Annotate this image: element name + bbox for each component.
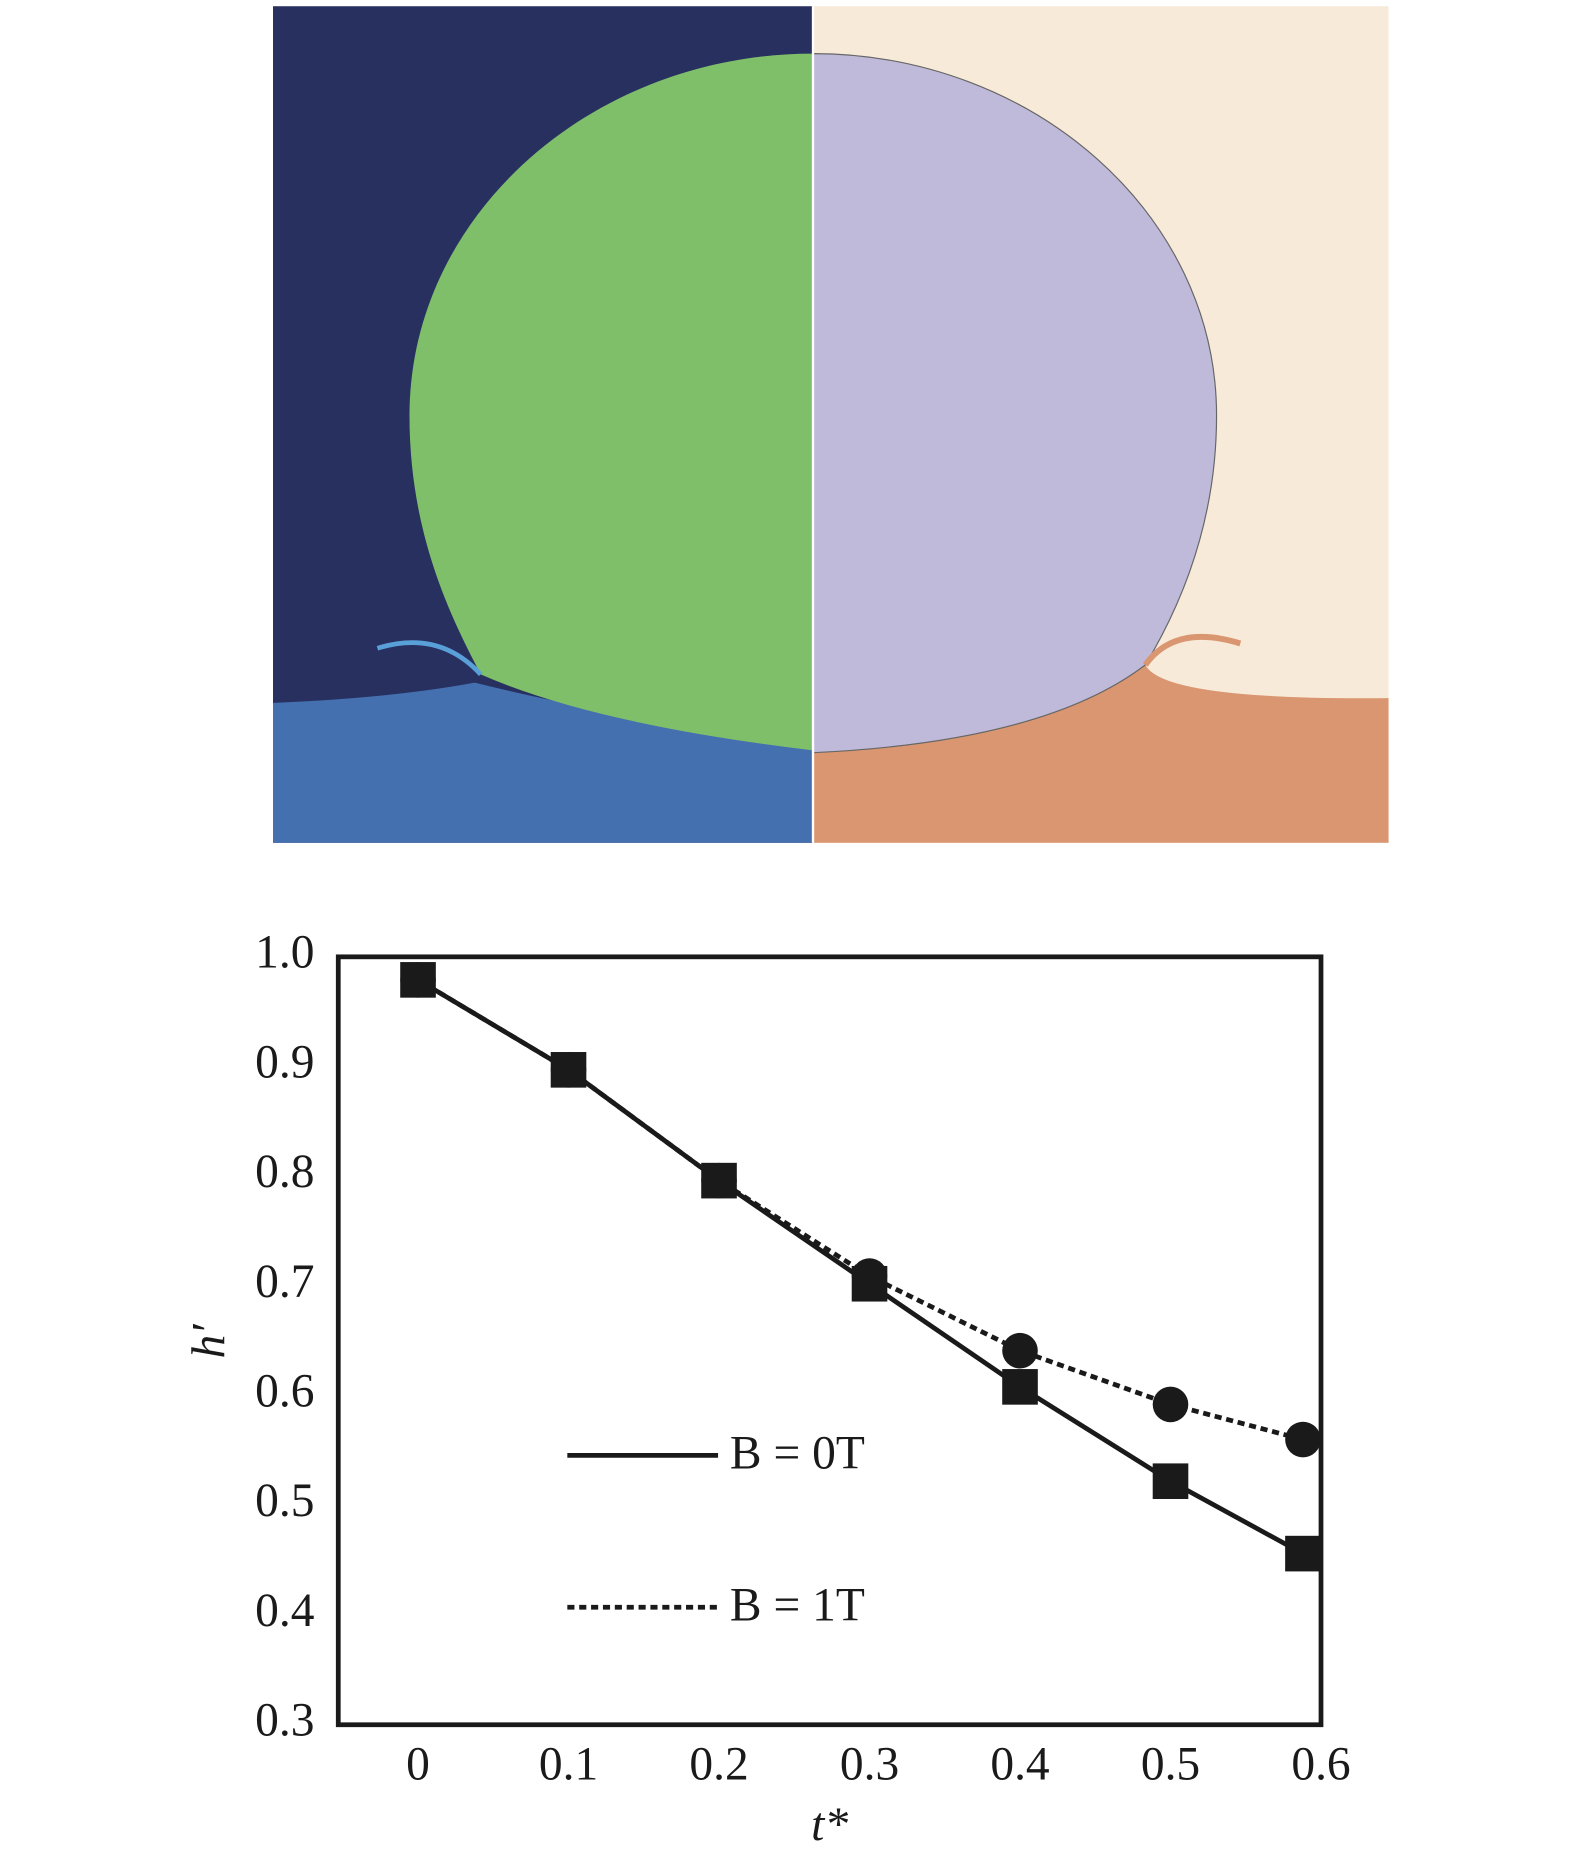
circle-marker <box>1285 1421 1321 1458</box>
y-tick-label: 0.3 <box>255 1695 314 1747</box>
square-marker <box>851 1265 888 1302</box>
square-marker <box>400 962 436 998</box>
square-marker <box>1002 1369 1038 1405</box>
square-marker <box>1152 1463 1189 1500</box>
legend-label: B = 1T <box>730 1580 865 1632</box>
square-marker <box>1285 1535 1321 1572</box>
simulation-image <box>272 6 1389 843</box>
y-tick-label: 0.5 <box>255 1475 314 1527</box>
x-tick-label: 0.1 <box>539 1739 598 1791</box>
legend-label: B = 0T <box>730 1428 865 1480</box>
x-tick-label: 0.5 <box>1141 1739 1200 1791</box>
square-marker <box>550 1052 587 1088</box>
y-tick-label: 1.0 <box>255 927 314 979</box>
x-tick-label: 0 <box>406 1739 430 1791</box>
x-tick-label: 0.3 <box>840 1739 899 1791</box>
plot-frame <box>335 954 1324 1728</box>
circle-marker <box>1002 1332 1038 1369</box>
y-tick-label: 0.9 <box>255 1036 314 1088</box>
y-tick-label: 0.8 <box>255 1146 314 1198</box>
x-tick-label: 0.6 <box>1291 1739 1350 1791</box>
y-axis-label: h′ <box>184 1324 236 1359</box>
x-axis-label: t* <box>811 1799 848 1851</box>
circle-marker <box>1152 1386 1189 1423</box>
x-tick-label: 0.2 <box>689 1739 748 1791</box>
y-tick-label: 0.6 <box>255 1366 314 1418</box>
x-tick-label: 0.4 <box>990 1739 1049 1791</box>
square-marker <box>701 1162 737 1199</box>
y-tick-label: 0.4 <box>255 1585 314 1637</box>
series-line <box>416 977 1304 1442</box>
y-tick-label: 0.7 <box>255 1256 314 1308</box>
